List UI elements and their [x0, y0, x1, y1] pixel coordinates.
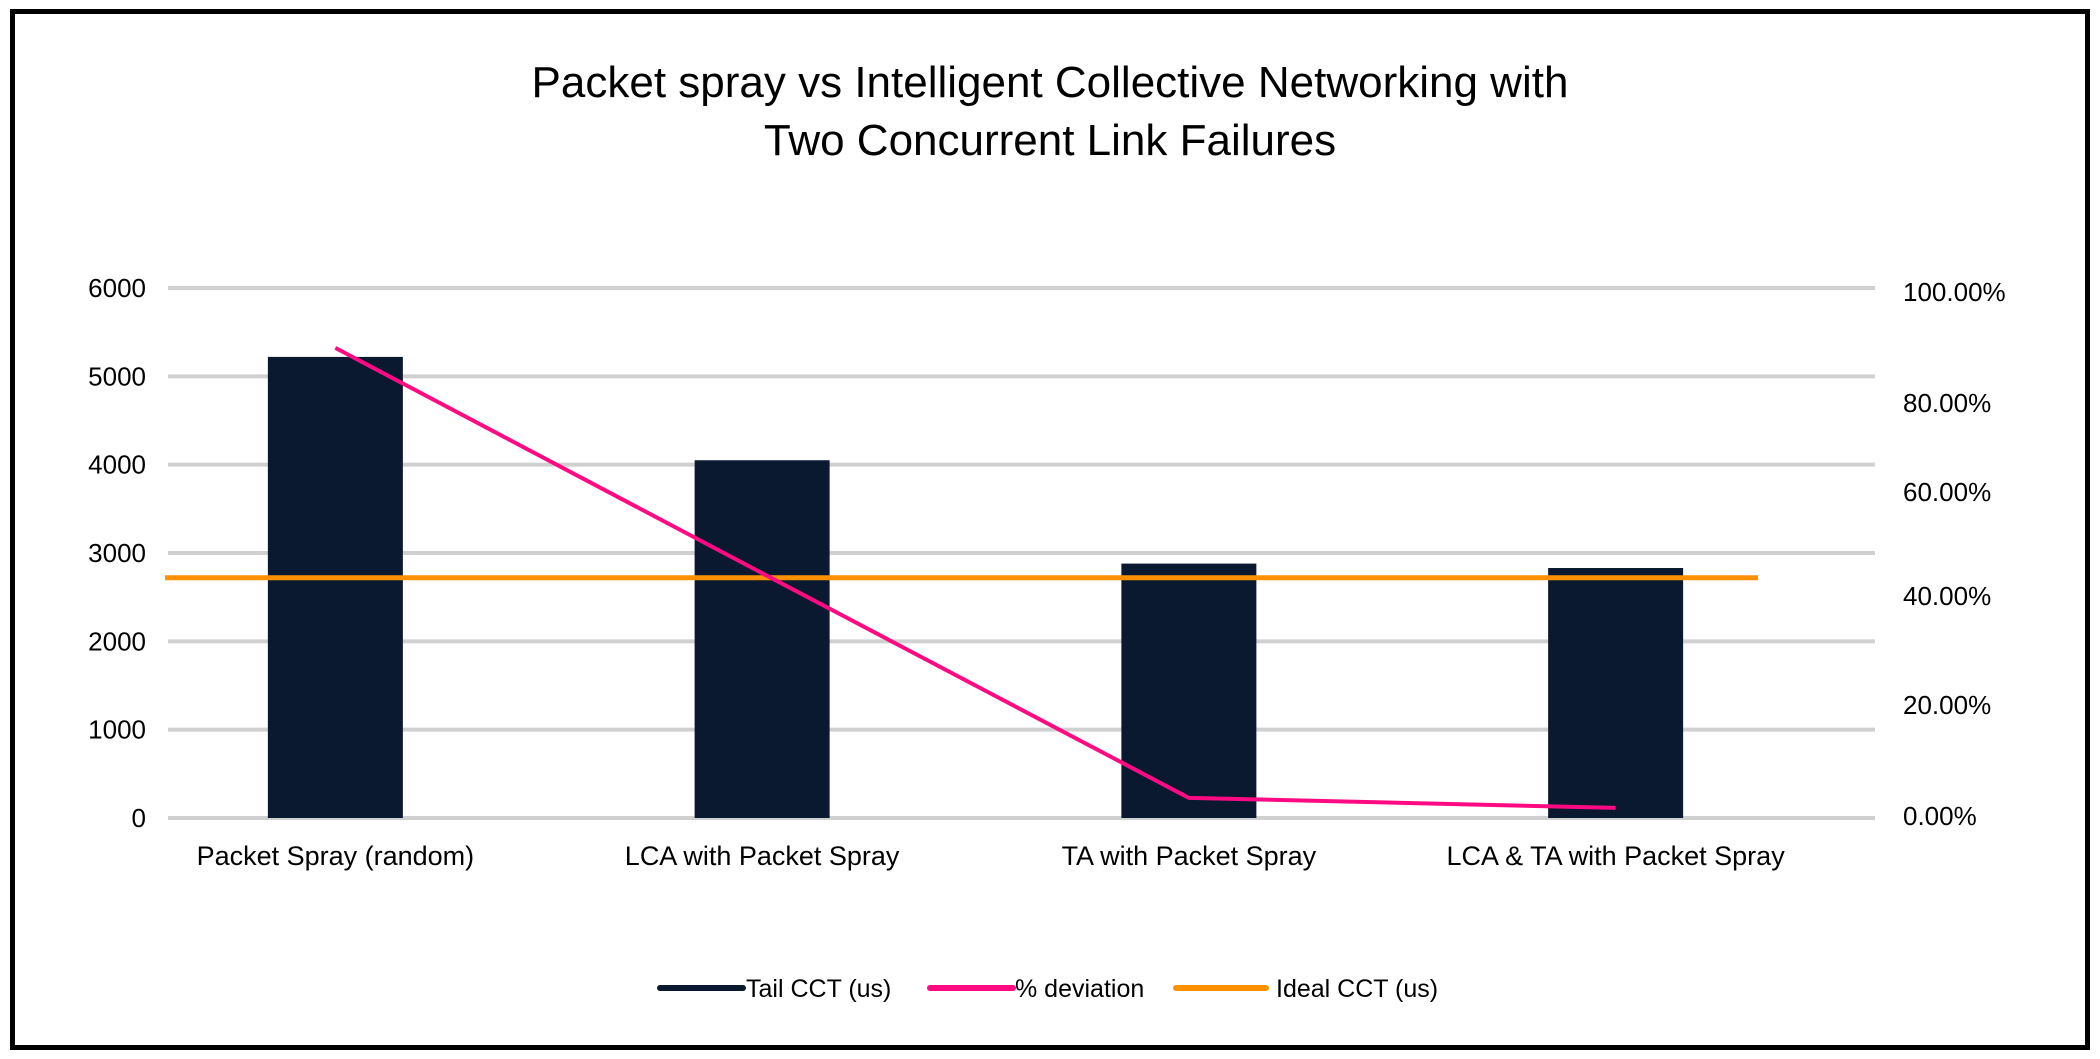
left-tick-label: 0 [132, 803, 146, 833]
left-tick-label: 6000 [88, 273, 146, 303]
category-label: Packet Spray (random) [197, 841, 475, 871]
left-tick-label: 4000 [88, 450, 146, 480]
bar[interactable] [1121, 563, 1257, 818]
left-tick-label: 1000 [88, 715, 146, 745]
legend-item[interactable]: Ideal CCT (us) [1173, 975, 1438, 1003]
left-y-axis: 0 1000 2000 3000 4000 5000 6000 [88, 273, 146, 833]
legend-label: % deviation [1015, 975, 1144, 1003]
deviation-line[interactable] [334, 346, 1616, 810]
bar[interactable] [694, 460, 830, 818]
legend-item[interactable]: % deviation [927, 975, 1144, 1003]
legend-label: Ideal CCT (us) [1276, 975, 1438, 1003]
category-label: TA with Packet Spray [1062, 841, 1317, 871]
right-y-axis: 0.00% 20.00% 40.00% 60.00% 80.00% 100.00% [1903, 277, 2006, 831]
right-tick-label: 0.00% [1903, 801, 1977, 831]
left-tick-label: 5000 [88, 361, 146, 391]
title-line-1: Packet spray vs Intelligent Collective N… [532, 58, 1569, 107]
x-axis-categories: Packet Spray (random) LCA with Packet Spr… [197, 841, 1786, 871]
right-tick-label: 100.00% [1903, 277, 2006, 307]
right-tick-label: 80.00% [1903, 388, 1991, 418]
line-series-deviation [334, 346, 1616, 810]
chart-title: Packet spray vs Intelligent Collective N… [532, 58, 1569, 165]
category-label: LCA & TA with Packet Spray [1447, 841, 1786, 871]
bar[interactable] [267, 356, 403, 818]
legend-label: Tail CCT (us) [746, 975, 891, 1003]
bar[interactable] [1548, 568, 1684, 818]
left-tick-label: 3000 [88, 538, 146, 568]
left-tick-label: 2000 [88, 626, 146, 656]
category-label: LCA with Packet Spray [625, 841, 900, 871]
legend: Tail CCT (us) % deviation Ideal CCT (us) [657, 975, 1438, 1003]
legend-item[interactable]: Tail CCT (us) [657, 975, 891, 1003]
right-tick-label: 20.00% [1903, 690, 1991, 720]
right-tick-label: 40.00% [1903, 581, 1991, 611]
right-tick-label: 60.00% [1903, 477, 1991, 507]
title-line-2: Two Concurrent Link Failures [764, 116, 1336, 165]
